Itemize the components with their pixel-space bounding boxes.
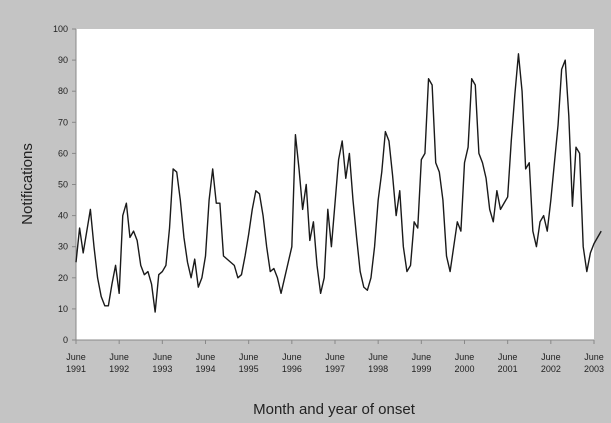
x-tick-label-month: June bbox=[455, 352, 475, 362]
x-tick-label-month: June bbox=[66, 352, 86, 362]
x-tick-label-year: 1991 bbox=[66, 364, 86, 374]
x-tick-label-month: June bbox=[368, 352, 388, 362]
x-tick-label-year: 1997 bbox=[325, 364, 345, 374]
y-tick-label: 0 bbox=[63, 335, 68, 345]
plot-area bbox=[76, 29, 594, 340]
y-tick-label: 10 bbox=[58, 304, 68, 314]
y-tick-label: 40 bbox=[58, 211, 68, 221]
x-tick-label-month: June bbox=[196, 352, 216, 362]
x-tick-label-year: 2003 bbox=[584, 364, 604, 374]
y-tick-label: 20 bbox=[58, 273, 68, 283]
x-tick-label-year: 1993 bbox=[152, 364, 172, 374]
y-tick-label: 80 bbox=[58, 86, 68, 96]
x-tick-label-year: 1992 bbox=[109, 364, 129, 374]
x-tick-label-month: June bbox=[584, 352, 604, 362]
x-tick-label-month: June bbox=[109, 352, 129, 362]
x-tick-label-month: June bbox=[412, 352, 432, 362]
x-tick-label-month: June bbox=[282, 352, 302, 362]
series-line bbox=[75, 53, 602, 313]
x-tick-label-month: June bbox=[239, 352, 259, 362]
x-tick-label-year: 1998 bbox=[368, 364, 388, 374]
y-axis-label: Notifications bbox=[19, 143, 36, 225]
y-tick-label: 50 bbox=[58, 180, 68, 190]
y-tick-label: 100 bbox=[53, 24, 68, 34]
x-tick-label-month: June bbox=[498, 352, 518, 362]
x-tick-label-month: June bbox=[325, 352, 345, 362]
y-tick-label: 30 bbox=[58, 242, 68, 252]
x-tick-label-month: June bbox=[541, 352, 561, 362]
x-tick-label-year: 1995 bbox=[239, 364, 259, 374]
x-tick-label-year: 2000 bbox=[454, 364, 474, 374]
x-tick-label-year: 1994 bbox=[195, 364, 215, 374]
x-tick-label-year: 1996 bbox=[282, 364, 302, 374]
y-tick-label: 70 bbox=[58, 117, 68, 127]
y-tick-label: 60 bbox=[58, 148, 68, 158]
x-tick-label-year: 1999 bbox=[411, 364, 431, 374]
x-tick-label-year: 2001 bbox=[498, 364, 518, 374]
x-tick-label-year: 2002 bbox=[541, 364, 561, 374]
y-tick-label: 90 bbox=[58, 55, 68, 65]
x-tick-label-month: June bbox=[153, 352, 173, 362]
x-axis-label: Month and year of onset bbox=[253, 401, 416, 418]
